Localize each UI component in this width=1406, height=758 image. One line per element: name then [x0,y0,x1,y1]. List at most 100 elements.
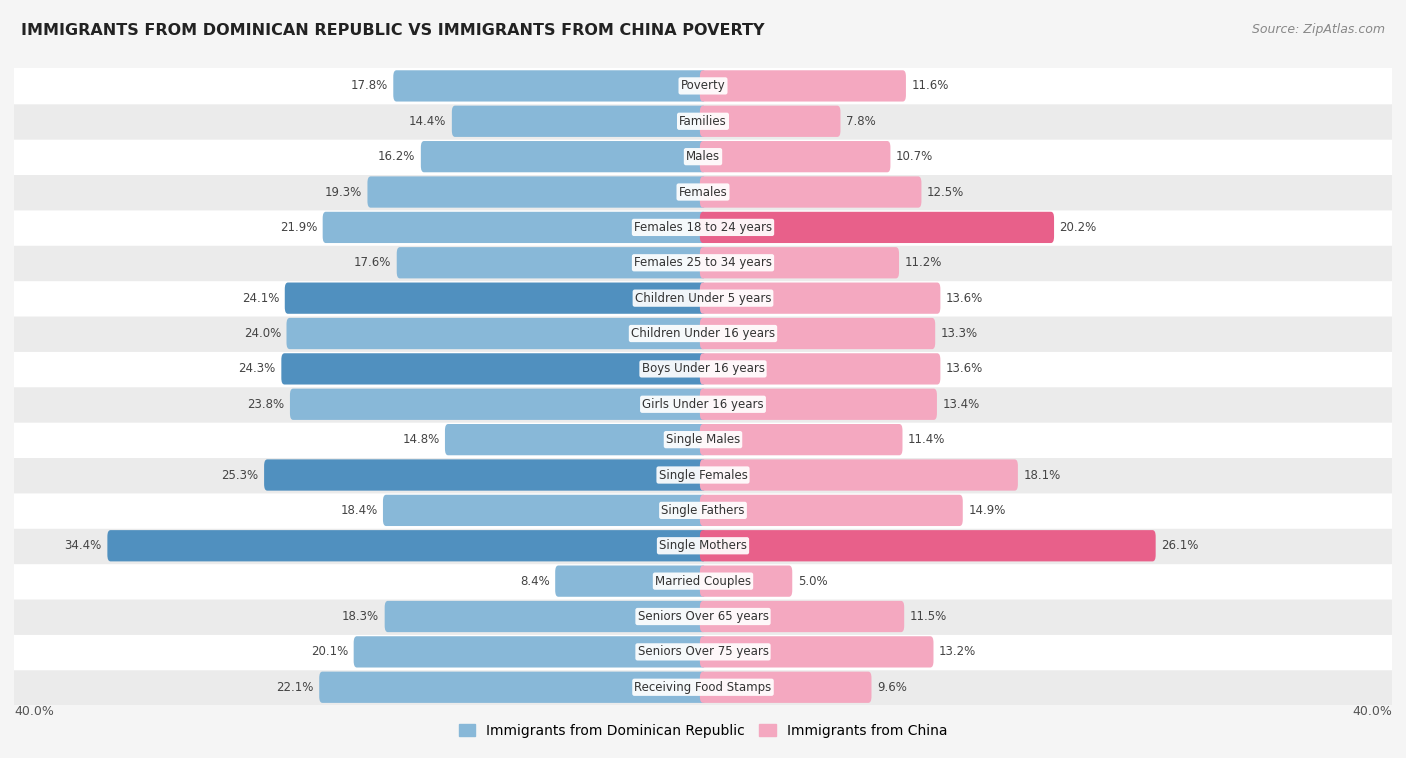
FancyBboxPatch shape [14,138,1392,175]
Text: 14.9%: 14.9% [969,504,1005,517]
Text: Single Fathers: Single Fathers [661,504,745,517]
FancyBboxPatch shape [420,141,706,172]
FancyBboxPatch shape [285,283,706,314]
Text: 40.0%: 40.0% [1353,705,1392,718]
Text: 7.8%: 7.8% [846,114,876,128]
FancyBboxPatch shape [700,318,935,349]
FancyBboxPatch shape [700,601,904,632]
Text: 9.6%: 9.6% [877,681,907,694]
FancyBboxPatch shape [700,283,941,314]
FancyBboxPatch shape [700,247,898,278]
FancyBboxPatch shape [385,601,706,632]
FancyBboxPatch shape [14,421,1392,458]
Text: 40.0%: 40.0% [14,705,53,718]
FancyBboxPatch shape [14,244,1392,281]
Text: Children Under 16 years: Children Under 16 years [631,327,775,340]
Text: 20.1%: 20.1% [311,645,349,659]
FancyBboxPatch shape [354,636,706,668]
Text: 11.6%: 11.6% [911,80,949,92]
Text: 26.1%: 26.1% [1161,539,1198,553]
Text: 8.4%: 8.4% [520,575,550,587]
Text: 14.8%: 14.8% [402,433,440,446]
Text: 18.1%: 18.1% [1024,468,1060,481]
FancyBboxPatch shape [367,177,706,208]
Text: Married Couples: Married Couples [655,575,751,587]
Text: Families: Families [679,114,727,128]
Text: 13.6%: 13.6% [946,292,983,305]
Text: 13.4%: 13.4% [942,398,980,411]
Text: 25.3%: 25.3% [222,468,259,481]
FancyBboxPatch shape [700,565,792,597]
FancyBboxPatch shape [396,247,706,278]
FancyBboxPatch shape [14,174,1392,211]
Text: 24.1%: 24.1% [242,292,280,305]
Text: Females 18 to 24 years: Females 18 to 24 years [634,221,772,234]
Text: 12.5%: 12.5% [927,186,965,199]
Text: Males: Males [686,150,720,163]
Text: Seniors Over 65 years: Seniors Over 65 years [637,610,769,623]
Text: 11.4%: 11.4% [908,433,945,446]
FancyBboxPatch shape [700,141,890,172]
FancyBboxPatch shape [319,672,706,703]
FancyBboxPatch shape [107,530,706,562]
Text: Boys Under 16 years: Boys Under 16 years [641,362,765,375]
Text: 13.6%: 13.6% [946,362,983,375]
FancyBboxPatch shape [700,211,1054,243]
FancyBboxPatch shape [287,318,706,349]
FancyBboxPatch shape [444,424,706,456]
Text: IMMIGRANTS FROM DOMINICAN REPUBLIC VS IMMIGRANTS FROM CHINA POVERTY: IMMIGRANTS FROM DOMINICAN REPUBLIC VS IM… [21,23,765,38]
Text: Females 25 to 34 years: Females 25 to 34 years [634,256,772,269]
Text: 17.6%: 17.6% [354,256,391,269]
Text: 17.8%: 17.8% [350,80,388,92]
FancyBboxPatch shape [14,280,1392,317]
FancyBboxPatch shape [14,456,1392,493]
Text: 10.7%: 10.7% [896,150,934,163]
FancyBboxPatch shape [700,424,903,456]
Text: 19.3%: 19.3% [325,186,361,199]
Text: 23.8%: 23.8% [247,398,284,411]
Text: Single Males: Single Males [666,433,740,446]
FancyBboxPatch shape [700,672,872,703]
FancyBboxPatch shape [451,105,706,137]
FancyBboxPatch shape [14,350,1392,387]
FancyBboxPatch shape [700,389,936,420]
FancyBboxPatch shape [700,70,905,102]
Text: 11.2%: 11.2% [904,256,942,269]
Text: Children Under 5 years: Children Under 5 years [634,292,772,305]
Text: 22.1%: 22.1% [277,681,314,694]
FancyBboxPatch shape [14,562,1392,600]
FancyBboxPatch shape [382,495,706,526]
FancyBboxPatch shape [14,634,1392,670]
FancyBboxPatch shape [14,598,1392,635]
Text: Receiving Food Stamps: Receiving Food Stamps [634,681,772,694]
Text: Single Mothers: Single Mothers [659,539,747,553]
Text: 24.3%: 24.3% [239,362,276,375]
FancyBboxPatch shape [700,353,941,384]
Text: 11.5%: 11.5% [910,610,946,623]
FancyBboxPatch shape [14,669,1392,706]
FancyBboxPatch shape [700,459,1018,490]
FancyBboxPatch shape [700,495,963,526]
FancyBboxPatch shape [700,105,841,137]
Text: Seniors Over 75 years: Seniors Over 75 years [637,645,769,659]
FancyBboxPatch shape [555,565,706,597]
Text: Source: ZipAtlas.com: Source: ZipAtlas.com [1251,23,1385,36]
FancyBboxPatch shape [290,389,706,420]
FancyBboxPatch shape [14,386,1392,423]
Text: 5.0%: 5.0% [797,575,827,587]
Text: Girls Under 16 years: Girls Under 16 years [643,398,763,411]
Text: Poverty: Poverty [681,80,725,92]
Text: 18.4%: 18.4% [340,504,377,517]
FancyBboxPatch shape [700,530,1156,562]
Text: Females: Females [679,186,727,199]
Legend: Immigrants from Dominican Republic, Immigrants from China: Immigrants from Dominican Republic, Immi… [453,719,953,744]
Text: 21.9%: 21.9% [280,221,318,234]
Text: 20.2%: 20.2% [1060,221,1097,234]
FancyBboxPatch shape [281,353,706,384]
Text: 16.2%: 16.2% [378,150,415,163]
FancyBboxPatch shape [14,67,1392,105]
FancyBboxPatch shape [14,315,1392,352]
Text: Single Females: Single Females [658,468,748,481]
Text: 13.2%: 13.2% [939,645,976,659]
FancyBboxPatch shape [700,177,921,208]
